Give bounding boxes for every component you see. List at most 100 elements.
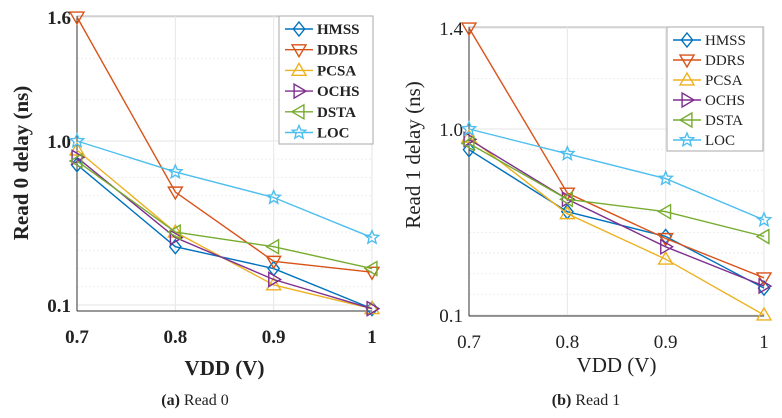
series-loc: [460, 120, 773, 228]
triangle-left-marker: [265, 238, 280, 255]
legend-item-loc: LOC: [285, 123, 350, 142]
triangle-right-marker: [268, 271, 283, 288]
star-icon: [290, 123, 308, 140]
series-line: [468, 27, 765, 279]
triangle-left-marker: [558, 191, 573, 208]
x-tick-label: 1: [759, 332, 769, 353]
diamond-marker: [757, 280, 771, 297]
legend: HMSS DDRS PCSA OCHS DSTA LOC: [666, 26, 764, 152]
legend-label: DSTA: [705, 113, 743, 129]
diamond-icon: [292, 20, 306, 38]
x-axis-label: VDD (V): [185, 356, 265, 380]
triangle-down-icon: [678, 54, 696, 69]
star-marker: [167, 163, 184, 180]
triangle-down-marker: [657, 232, 674, 247]
legend-box: [666, 26, 764, 152]
legend-item-hmss: HMSS: [673, 31, 746, 49]
legend-item-ochs: OCHS: [673, 91, 745, 109]
figure-caption: (a) Read 0: [161, 392, 229, 409]
triangle-up-marker: [657, 250, 674, 265]
legend-item-ddrs: DDRS: [285, 43, 358, 59]
triangle-right-icon: [293, 82, 308, 100]
triangle-down-marker: [460, 22, 478, 37]
triangle-down-marker: [167, 186, 184, 201]
triangle-down-marker: [755, 272, 773, 287]
triangle-right-marker: [561, 191, 576, 208]
x-tick-label: 0.7: [65, 327, 89, 348]
series-line: [76, 160, 373, 270]
series-line: [468, 142, 765, 238]
triangle-right-marker: [463, 131, 478, 148]
triangle-up-marker: [460, 128, 478, 143]
triangle-up-marker: [559, 205, 576, 220]
chart-panel-read0: 0.1 1.0 1.6 0.7 0.8 0.9 1 VDD (V) Read 0 delay (…: [9, 8, 381, 380]
y-tick-label: 1.0: [47, 132, 71, 153]
legend-label: LOC: [705, 133, 735, 149]
caption-label: (a): [161, 392, 184, 409]
legend-item-ddrs: DDRS: [673, 53, 745, 69]
star-marker: [558, 144, 576, 162]
y-tick-label: 1.6: [47, 8, 71, 29]
triangle-down-marker: [559, 187, 576, 202]
caption-label: (b): [552, 392, 576, 409]
series-pcsa: [460, 128, 773, 321]
legend-label: OCHS: [317, 84, 360, 100]
star-marker: [265, 188, 282, 205]
triangle-left-icon: [678, 111, 693, 129]
y-tick-label: 0.1: [47, 296, 71, 317]
series-ochs: [71, 149, 381, 317]
legend-label: DSTA: [317, 105, 356, 121]
star-marker: [755, 211, 773, 228]
diamond-icon: [680, 31, 694, 49]
y-tick-label: 0.1: [439, 306, 463, 327]
star-marker: [68, 132, 86, 149]
series-ddrs: [68, 11, 381, 281]
series-line: [76, 156, 373, 310]
legend-item-dsta: DSTA: [673, 111, 743, 129]
x-tick-label: 0.8: [555, 332, 579, 353]
legend-label: DDRS: [705, 53, 745, 69]
series-line: [468, 138, 765, 287]
series-line: [468, 128, 765, 221]
triangle-right-icon: [681, 91, 696, 109]
x-tick-label: 1: [367, 327, 377, 348]
triangle-down-marker: [68, 11, 86, 26]
x-axis-label: VDD (V): [577, 353, 657, 377]
x-tick-label: 0.9: [262, 327, 286, 348]
legend-label: DDRS: [317, 43, 358, 59]
figure-caption: (b) Read 1: [552, 392, 620, 409]
series-line: [468, 149, 765, 289]
triangle-right-marker: [169, 229, 184, 246]
series-line: [76, 16, 373, 273]
x-tick-label: 0.8: [163, 327, 187, 348]
series-loc: [68, 132, 381, 245]
triangle-left-icon: [290, 103, 305, 121]
triangle-right-marker: [71, 149, 86, 166]
star-marker: [363, 228, 381, 245]
triangle-left-marker: [166, 223, 181, 241]
caption-text: Read 0: [184, 392, 229, 409]
y-tick-label: 1.0: [439, 120, 463, 141]
triangle-left-marker: [755, 228, 770, 245]
legend-box: [278, 15, 374, 145]
legend-item-dsta: DSTA: [285, 103, 356, 121]
series-line: [468, 136, 765, 316]
y-tick-label: 1.4: [439, 19, 463, 40]
diamond-marker: [462, 141, 476, 158]
legend-label: HMSS: [705, 33, 746, 49]
series-dsta: [460, 135, 770, 245]
chart-panel-read1: 0.1 1.0 1.4 0.7 0.8 0.9 1 VDD (V) Read 1 delay (…: [401, 19, 773, 377]
star-marker: [657, 169, 675, 186]
triangle-right-marker: [758, 277, 773, 295]
triangle-up-icon: [290, 62, 308, 76]
legend-label: HMSS: [317, 22, 360, 38]
series-line: [76, 140, 373, 239]
legend-label: PCSA: [317, 63, 356, 79]
legend-label: PCSA: [705, 73, 743, 89]
triangle-down-marker: [265, 255, 282, 270]
legend-item-pcsa: PCSA: [673, 71, 743, 89]
triangle-up-icon: [678, 71, 696, 86]
star-marker: [460, 120, 478, 137]
triangle-left-marker: [657, 203, 672, 220]
